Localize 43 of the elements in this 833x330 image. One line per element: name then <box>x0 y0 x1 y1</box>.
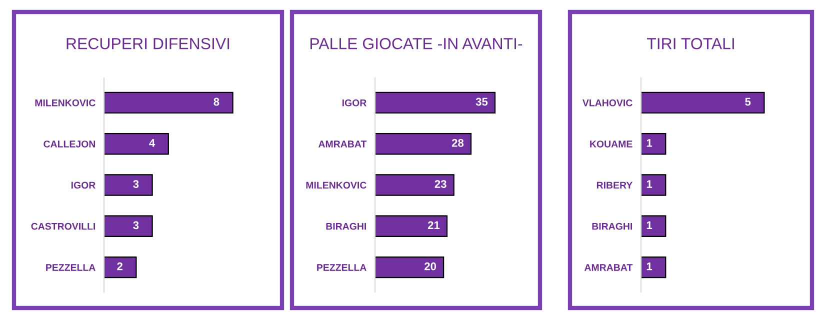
data-label: 35 <box>476 98 488 106</box>
data-label: 2 <box>117 262 122 270</box>
bar <box>375 256 444 278</box>
data-label: 20 <box>424 262 436 270</box>
y-tick-label: IGOR <box>71 182 96 189</box>
data-label: 5 <box>745 98 751 106</box>
bar <box>104 133 169 155</box>
bar <box>375 174 454 196</box>
data-label: 1 <box>646 262 652 270</box>
y-tick-label: PEZZELLA <box>46 264 96 271</box>
bar <box>375 215 448 237</box>
data-label: 1 <box>646 139 652 147</box>
y-tick-label: BIRAGHI <box>592 222 632 230</box>
y-tick-label: MILENKOVIC <box>306 182 366 189</box>
y-tick-label: VLAHOVIC <box>582 99 632 106</box>
chart-title: PALLE GIOCATE -IN AVANTI- <box>310 38 522 50</box>
y-tick-label: PEZZELLA <box>317 264 366 271</box>
data-label: 3 <box>133 221 139 230</box>
chart-title: RECUPERI DIFENSIVI <box>66 38 230 50</box>
data-label: 3 <box>133 180 139 188</box>
bar <box>375 92 496 114</box>
y-tick-label: MILENKOVIC <box>35 99 96 106</box>
data-label: 4 <box>149 139 156 147</box>
data-label: 21 <box>428 221 440 230</box>
y-tick-label: KOUAME <box>590 140 632 148</box>
data-label: 28 <box>452 138 464 147</box>
data-label: 23 <box>434 180 446 188</box>
data-label: 1 <box>646 221 652 230</box>
y-tick-label: CALLEJON <box>44 140 96 148</box>
chart-title: TIRI TOTALI <box>646 38 734 50</box>
y-tick-label: IGOR <box>342 99 366 106</box>
bar <box>104 92 234 114</box>
y-tick-label: CASTROVILLI <box>31 222 96 230</box>
bar <box>104 174 153 196</box>
y-tick-label: RIBERY <box>596 182 633 189</box>
y-tick-label: AMRABAT <box>318 140 367 148</box>
bar <box>375 133 472 155</box>
bar <box>104 215 153 237</box>
y-tick-label: BIRAGHI <box>326 222 366 230</box>
y-tick-label: AMRABAT <box>584 264 633 271</box>
bar <box>104 256 137 278</box>
data-label: 8 <box>214 98 220 106</box>
data-label: 1 <box>646 180 652 188</box>
